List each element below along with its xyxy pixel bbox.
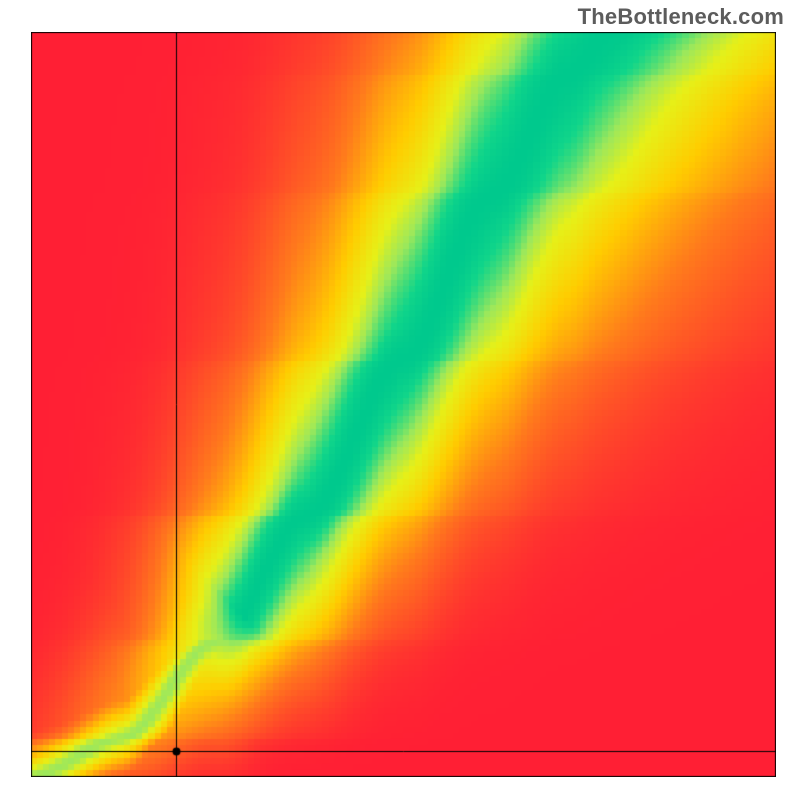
bottleneck-heatmap [31,32,776,777]
chart-container: TheBottleneck.com [0,0,800,800]
watermark-text: TheBottleneck.com [578,4,784,30]
